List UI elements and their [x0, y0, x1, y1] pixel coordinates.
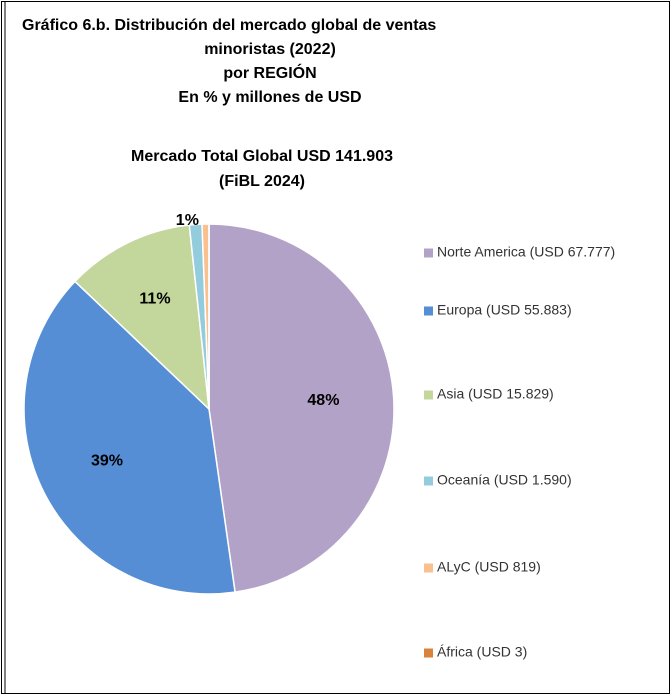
chart-subtitle: (FiBL 2024): [219, 173, 305, 190]
legend-swatch: [424, 390, 433, 400]
pie-slice: [23, 280, 236, 595]
data-label: 48%: [307, 392, 339, 409]
data-label: 39%: [91, 453, 123, 470]
legend-label: Asia (USD 15.829): [437, 386, 554, 402]
pie-slice: [73, 224, 210, 411]
data-label: 1%: [176, 212, 199, 229]
chart-subtitle: Mercado Total Global USD 141.903: [131, 148, 393, 165]
data-label: 11%: [139, 291, 170, 308]
legend-label: Europa (USD 55.883): [437, 302, 572, 318]
legend-label: Norte America (USD 67.777): [437, 244, 615, 260]
chart-title: minoristas (2022): [204, 41, 336, 58]
legend-label: ALyC (USD 819): [437, 559, 541, 575]
legend-label: Oceanía (USD 1.590): [437, 472, 572, 488]
legend-swatch: [424, 306, 433, 316]
legend-label: África (USD 3): [437, 644, 527, 660]
chart-title: por REGIÓN: [223, 63, 316, 82]
legend-swatch: [424, 476, 433, 486]
legend-swatch: [424, 248, 433, 258]
chart-title: En % y millones de USD: [178, 89, 361, 106]
chart-title: Gráfico 6.b. Distribución del mercado gl…: [22, 17, 436, 34]
legend-swatch: [424, 648, 433, 658]
legend-swatch: [424, 563, 433, 573]
pie-slice: [208, 223, 395, 594]
